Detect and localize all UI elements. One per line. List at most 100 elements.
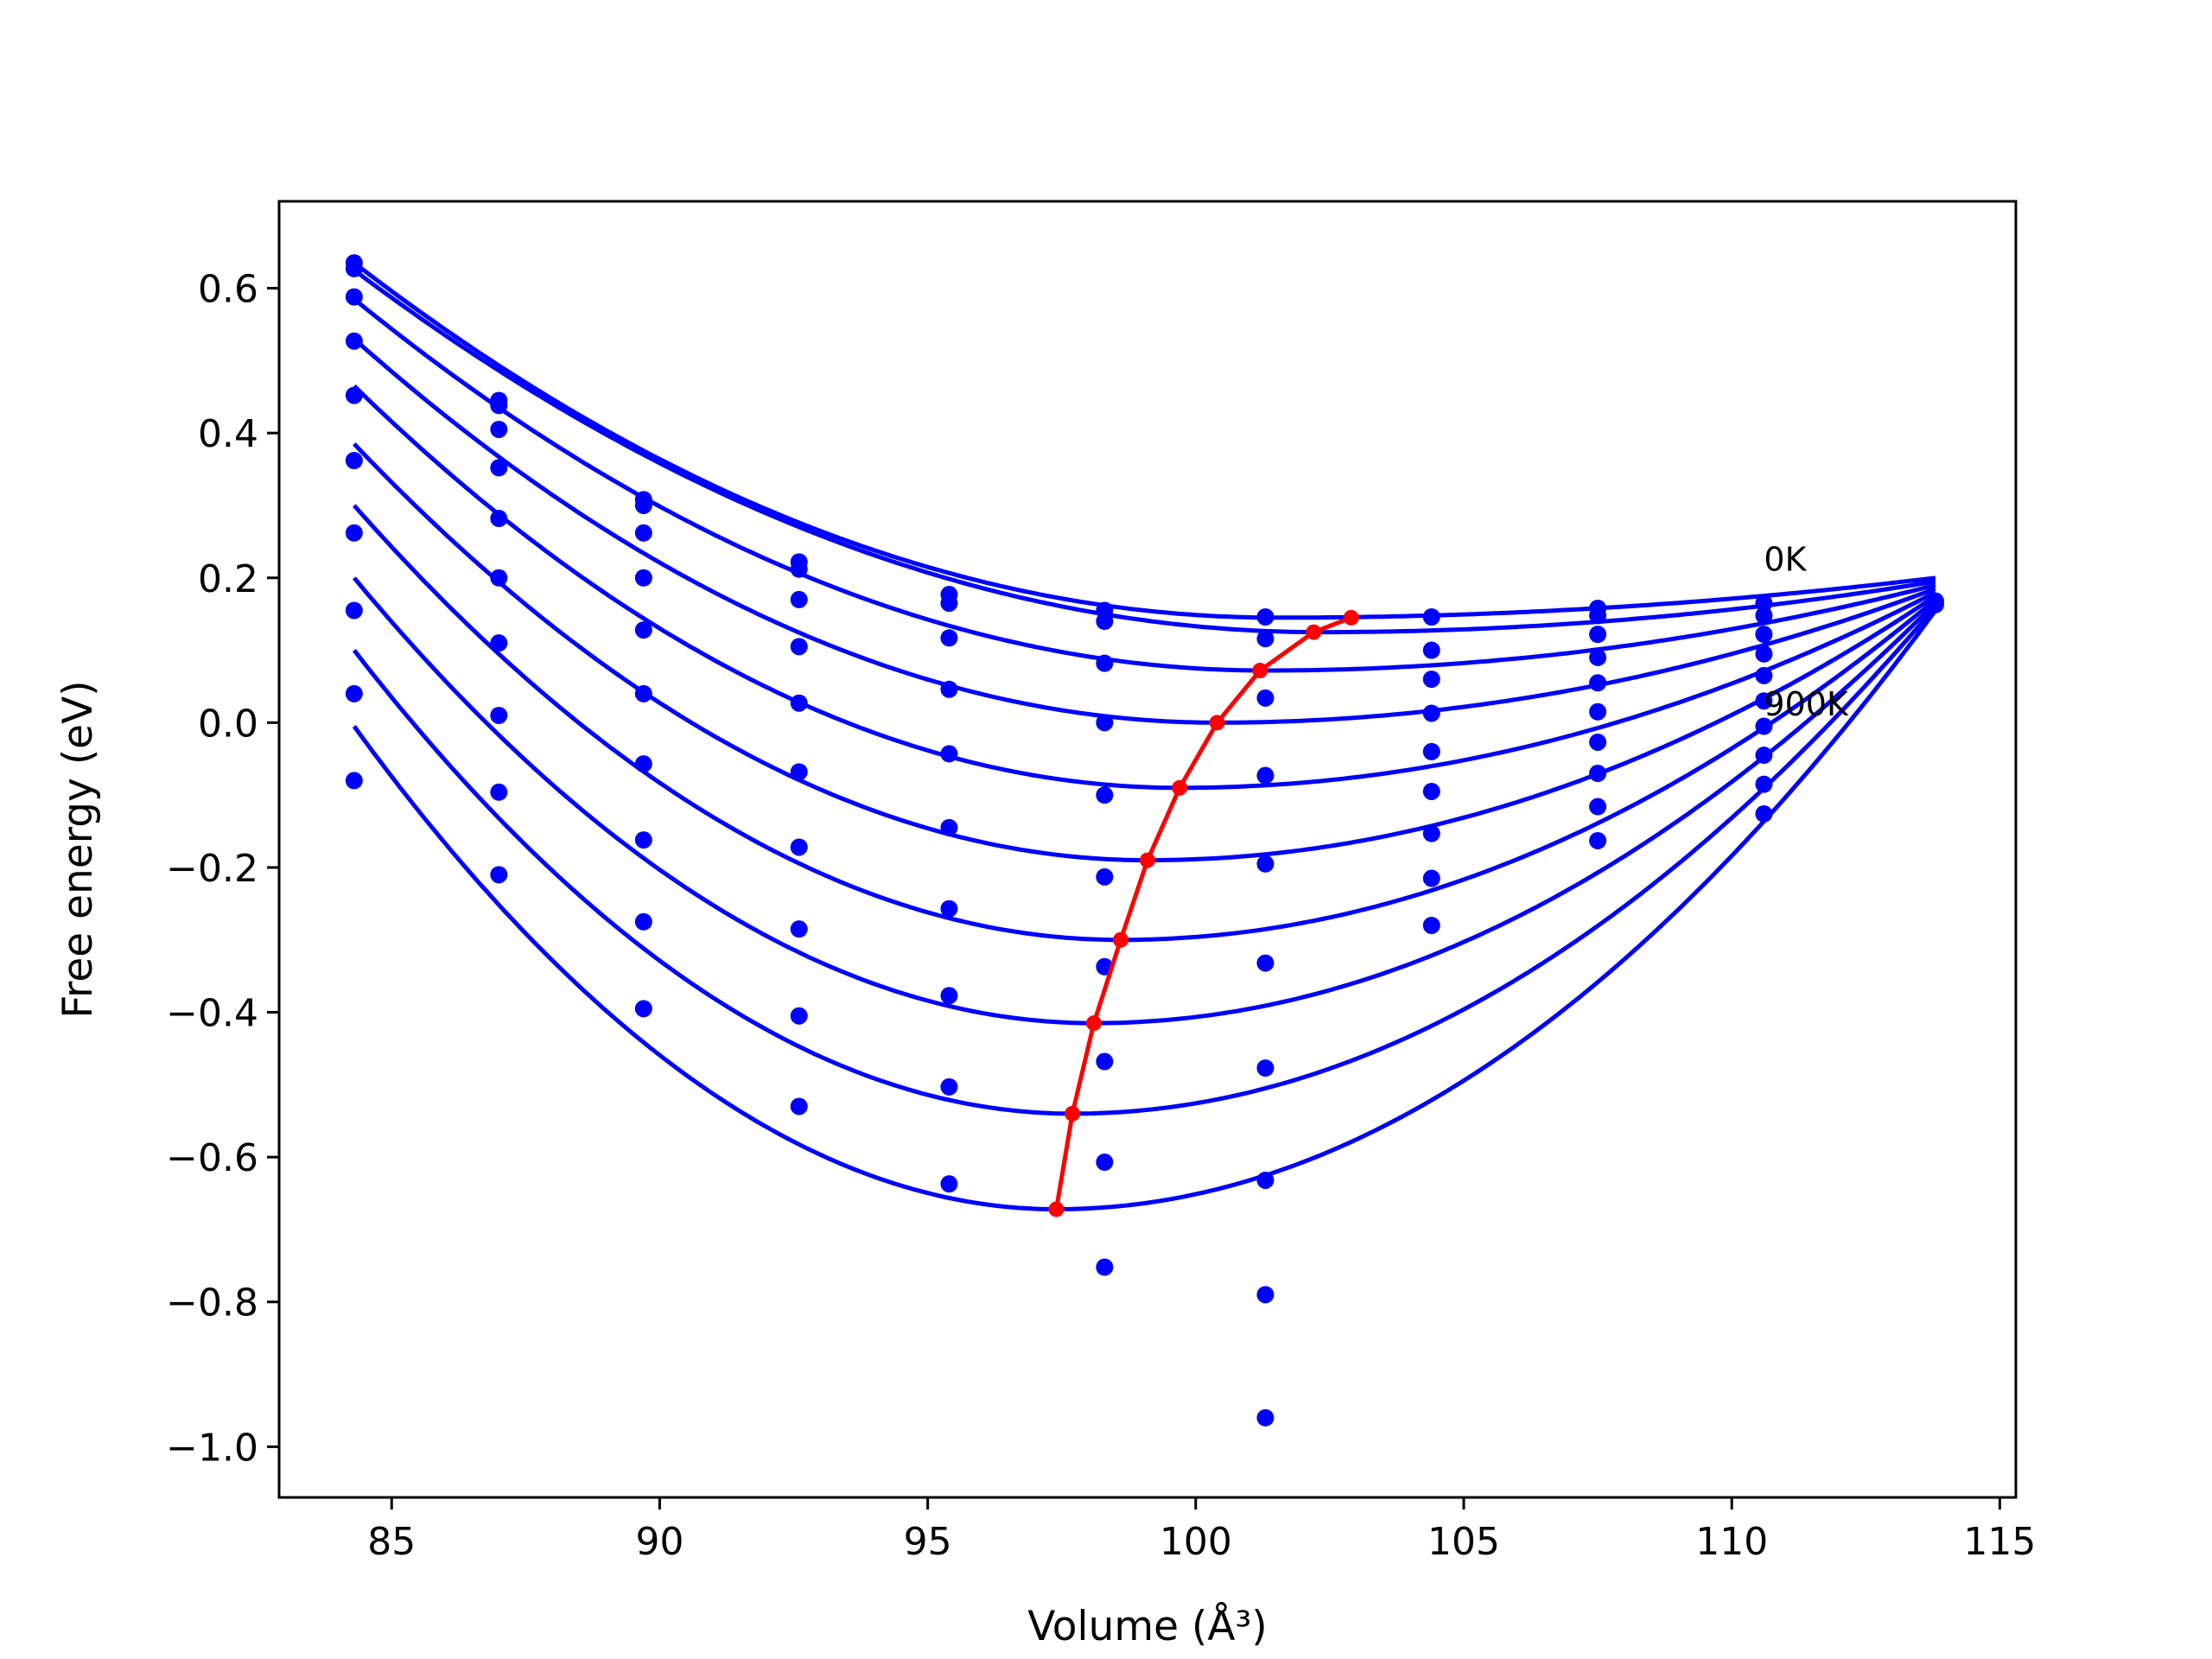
data-point-9-2 xyxy=(1755,626,1773,644)
data-point-2-5 xyxy=(634,684,652,702)
fit-curve-4 xyxy=(353,384,1937,791)
data-point-2-6 xyxy=(634,755,652,773)
data-point-6-9 xyxy=(1256,1408,1274,1427)
data-point-8-8 xyxy=(1589,798,1607,816)
data-points xyxy=(345,254,1944,1427)
equilibrium-point-9 xyxy=(1048,1201,1065,1217)
data-point-5-2 xyxy=(1096,654,1114,672)
data-point-4-5 xyxy=(940,818,958,836)
fit-curve-9 xyxy=(352,609,1937,1211)
fit-curve-3 xyxy=(353,337,1936,725)
data-point-5-9 xyxy=(1096,1258,1114,1276)
data-point-6-7 xyxy=(1256,1171,1274,1189)
data-point-2-9 xyxy=(634,1000,652,1018)
x-tick-label-1: 90 xyxy=(635,1520,683,1564)
data-point-7-5 xyxy=(1422,782,1440,800)
data-point-1-5 xyxy=(490,569,508,587)
data-point-2-8 xyxy=(634,912,652,931)
data-point-7-7 xyxy=(1422,869,1440,887)
data-point-3-9 xyxy=(790,1097,808,1116)
data-point-3-8 xyxy=(790,1007,808,1025)
data-point-5-4 xyxy=(1096,786,1114,804)
data-point-7-4 xyxy=(1422,742,1440,760)
annotation-0: 0K xyxy=(1764,540,1807,578)
data-point-4-8 xyxy=(940,1077,958,1096)
data-point-6-4 xyxy=(1256,855,1274,873)
data-point-3-6 xyxy=(790,838,808,856)
data-point-0-9 xyxy=(345,772,363,790)
x-axis-label: Volume (Å³) xyxy=(1027,1603,1267,1650)
data-point-3-3 xyxy=(790,638,808,656)
equilibrium-point-2 xyxy=(1252,663,1268,679)
fit-curve-1 xyxy=(353,268,1936,635)
fit-curve-0 xyxy=(353,261,1936,620)
data-point-6-6 xyxy=(1256,1059,1274,1077)
data-point-1-6 xyxy=(490,634,508,652)
data-point-1-3 xyxy=(490,459,508,477)
x-tick-label-2: 95 xyxy=(904,1520,952,1564)
fit-curve-7 xyxy=(352,576,1937,1026)
data-point-4-1 xyxy=(940,594,958,613)
data-point-8-3 xyxy=(1589,648,1607,666)
data-point-5-5 xyxy=(1096,868,1114,886)
data-point-4-7 xyxy=(940,987,958,1005)
data-point-7-2 xyxy=(1422,671,1440,689)
data-point-2-1 xyxy=(634,496,652,514)
data-point-2-4 xyxy=(634,621,652,639)
fit-curve-8 xyxy=(352,605,1937,1116)
equilibrium-point-3 xyxy=(1209,715,1225,731)
equilibrium-point-4 xyxy=(1172,779,1188,796)
data-point-2-2 xyxy=(634,524,652,542)
y-tick-label-1: −0.8 xyxy=(166,1281,258,1325)
data-point-3-5 xyxy=(790,763,808,781)
data-point-10-1 xyxy=(1926,595,1944,613)
data-point-9-4 xyxy=(1755,666,1773,684)
x-tick-label-5: 110 xyxy=(1695,1520,1768,1564)
data-point-7-1 xyxy=(1422,641,1440,659)
data-point-2-3 xyxy=(634,569,652,587)
y-tick-label-8: 0.6 xyxy=(198,268,258,312)
y-axis-label: Free energy (eV) xyxy=(54,680,102,1018)
annotation-1: 900K xyxy=(1764,685,1849,723)
data-point-1-8 xyxy=(490,783,508,801)
data-point-0-1 xyxy=(345,259,363,277)
data-point-4-9 xyxy=(940,1175,958,1193)
data-point-9-6 xyxy=(1755,717,1773,735)
data-point-0-5 xyxy=(345,452,363,469)
data-point-4-3 xyxy=(940,680,958,698)
data-point-6-2 xyxy=(1256,689,1274,707)
data-point-7-8 xyxy=(1422,916,1440,934)
y-tick-label-5: 0.0 xyxy=(198,702,258,746)
equilibrium-point-1 xyxy=(1306,624,1322,640)
y-tick-label-4: −0.2 xyxy=(166,847,258,891)
x-tick-label-3: 100 xyxy=(1160,1520,1232,1564)
data-point-6-1 xyxy=(1256,630,1274,648)
equilibrium-point-0 xyxy=(1343,609,1359,626)
data-point-0-2 xyxy=(345,288,363,306)
data-point-0-6 xyxy=(345,524,363,542)
data-point-3-2 xyxy=(790,590,808,608)
data-point-9-0 xyxy=(1755,594,1773,613)
data-point-1-2 xyxy=(490,420,508,438)
data-point-5-1 xyxy=(1096,613,1114,631)
data-point-5-3 xyxy=(1096,714,1114,732)
plot-frame xyxy=(277,200,2018,1499)
axis-ticks: 85 90 95 100 105 110 115 −1.0 −0.8 −0.6 −0.4 −0.2 0.… xyxy=(166,268,2036,1564)
data-point-7-3 xyxy=(1422,704,1440,722)
y-tick-label-2: −0.6 xyxy=(166,1136,258,1180)
data-point-4-4 xyxy=(940,745,958,763)
data-point-1-1 xyxy=(490,397,508,415)
equilibrium-point-7 xyxy=(1085,1015,1102,1032)
equilibrium-point-6 xyxy=(1112,931,1128,948)
x-tick-label-6: 115 xyxy=(1963,1520,2036,1564)
data-point-6-0 xyxy=(1256,608,1274,626)
data-point-0-3 xyxy=(345,332,363,350)
data-point-5-7 xyxy=(1096,1052,1114,1071)
data-point-8-2 xyxy=(1589,626,1607,644)
data-point-4-6 xyxy=(940,899,958,918)
data-point-4-2 xyxy=(940,629,958,647)
data-point-1-4 xyxy=(490,510,508,528)
data-point-9-8 xyxy=(1755,775,1773,793)
x-tick-label-4: 105 xyxy=(1427,1520,1500,1564)
